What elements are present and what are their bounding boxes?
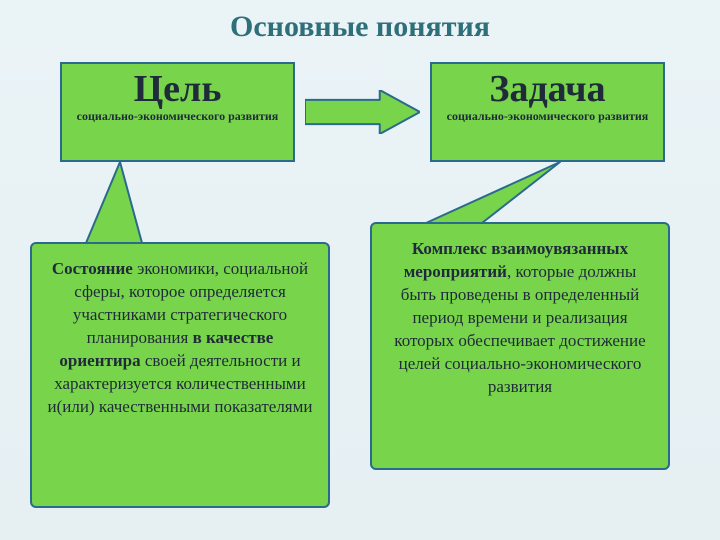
task-definition-callout: Комплекс взаимоувязанных мероприятий, ко… — [370, 222, 670, 470]
slide: Основные понятия Цель социально-экономич… — [0, 0, 720, 540]
